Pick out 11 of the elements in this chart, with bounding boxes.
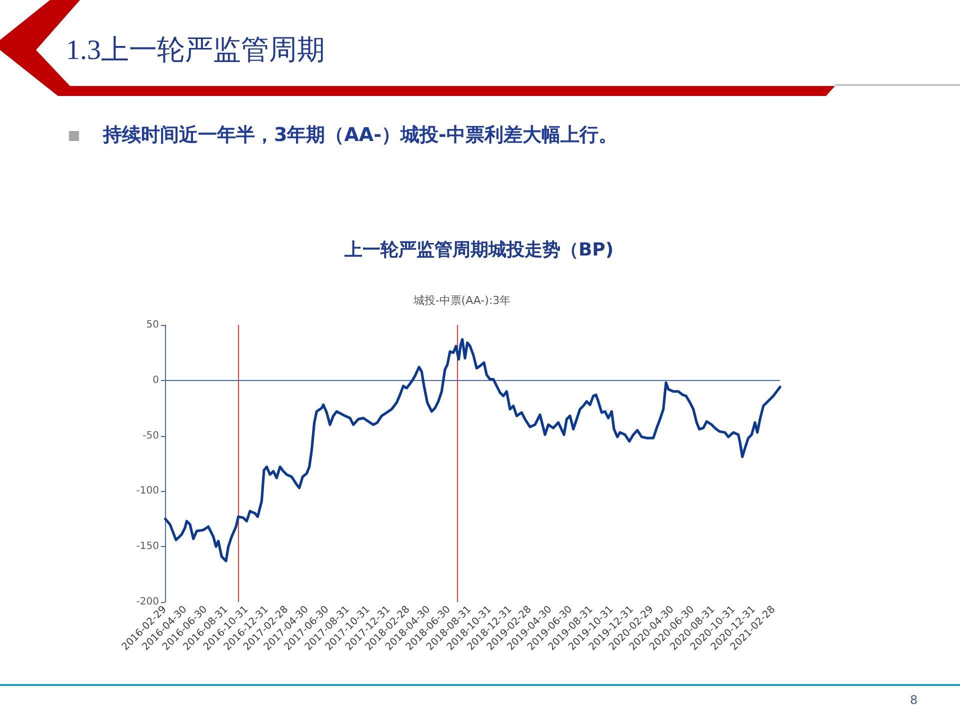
- y-tick-label: -50: [142, 430, 159, 442]
- y-tick-label: -100: [136, 486, 159, 497]
- y-tick-label: -200: [136, 596, 159, 608]
- text: 8: [910, 693, 918, 708]
- chart-subtitle: 城投-中票(AA-):3年: [412, 294, 511, 307]
- text: 持续时间近一年半，3年期（AA-）城投-中票利差大幅上行。: [103, 124, 618, 147]
- y-tick-label: 0: [152, 374, 159, 386]
- chart-title: 上一轮严监管周期城投走势（BP): [343, 240, 614, 260]
- y-tick-label: 50: [146, 320, 159, 330]
- text: 1.3上一轮严监管周期: [66, 34, 325, 68]
- y-tick-label: -150: [136, 541, 159, 552]
